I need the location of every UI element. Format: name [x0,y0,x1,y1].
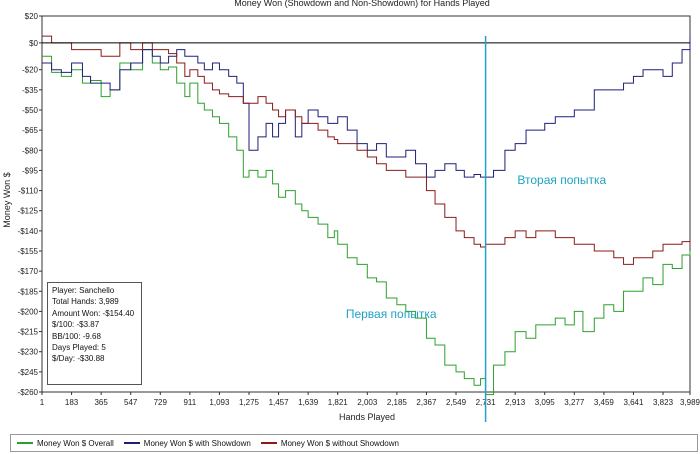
x-tick-label: 1,457 [269,398,290,407]
x-tick-label: 2,549 [446,398,467,407]
legend-label-non-showdown: Money Won $ without Showdown [280,438,399,448]
y-tick-label: -$200 [18,307,39,316]
legend: Money Won $ Overall Money Won $ with Sho… [10,434,698,452]
annotation-label: Вторая попытка [517,173,606,187]
x-axis: 1 183 365 547 729 911 1,093 1,275 1,457 1,639 1,82… [40,392,700,407]
y-tick-label: -$185 [18,287,39,296]
annotations: Вторая попытка Первая попытка [346,173,607,321]
stat-total-hands: Total Hands: 3,989 [52,297,119,307]
x-tick-label: 183 [65,398,79,407]
x-tick-label: 1,093 [209,398,230,407]
stat-bb-100: BB/100: -9.68 [52,331,101,341]
y-tick-label: -$245 [18,368,39,377]
stat-days-played: Days Played: 5 [52,343,106,353]
y-tick-label: -$170 [18,267,39,276]
y-axis: $20 $0 -$20 -$35 -$50 -$65 -$80 -$95 -$110 -$125 -… [18,12,42,397]
x-tick-label: 2,185 [387,398,408,407]
annotation-label: Первая попытка [346,307,437,321]
y-axis-title: Money Won $ [2,172,12,227]
stat-amount-won: Amount Won: -$154.40 [52,308,135,318]
x-tick-label: 3,095 [535,398,556,407]
legend-item-showdown: Money Won $ with Showdown [123,438,251,448]
x-tick-label: 3,641 [623,398,644,407]
chart-title: Money Won (Showdown and Non-Showdown) fo… [234,0,489,8]
y-tick-label: -$50 [22,106,39,115]
legend-item-overall: Money Won $ Overall [17,439,114,448]
series-line-0 [42,49,691,396]
y-tick-label: -$80 [22,146,39,155]
x-tick-label: 2,003 [357,398,378,407]
y-tick-label: -$140 [18,227,39,236]
x-tick-label: 1,821 [328,398,349,407]
legend-swatch-overall [17,442,33,444]
y-tick-label: -$110 [18,187,38,196]
legend-label-overall: Money Won $ Overall [37,438,114,448]
legend-label-showdown: Money Won $ with Showdown [143,438,251,448]
stat-player: Player: Sanchello [52,286,115,295]
y-tick-label: $20 [25,12,39,21]
y-tick-label: -$65 [22,126,39,135]
x-tick-label: 729 [154,398,168,407]
legend-swatch-showdown [123,442,140,444]
y-tick-label: -$35 [22,86,39,95]
x-tick-label: 547 [124,398,138,407]
x-tick-label: 3,459 [594,398,615,407]
x-axis-title: Hands Played [339,412,395,422]
x-tick-label: 1,639 [298,398,319,407]
x-tick-label: 911 [183,398,196,407]
stat-per-day: $/Day: -$30.88 [52,354,105,364]
x-tick-label: 3,823 [653,398,674,407]
series-line-1 [42,36,691,178]
legend-swatch-non-showdown [260,442,277,444]
y-tick-label: -$230 [18,348,39,357]
series-line-2 [42,35,691,265]
legend-item-non-showdown: Money Won $ without Showdown [260,438,399,448]
y-tick-label: -$20 [22,66,39,75]
x-tick-label: 1 [40,398,45,407]
stat-per-100: $/100: -$3.87 [52,320,100,330]
y-tick-label: $0 [29,39,38,48]
x-tick-label: 2,913 [505,398,526,407]
y-tick-label: -$215 [18,328,39,337]
y-tick-label: -$260 [18,388,39,397]
x-tick-label: 3,989 [680,398,700,407]
x-tick-label: 1,275 [239,398,260,407]
x-tick-label: 3,277 [564,398,585,407]
series-lines [42,35,691,396]
x-tick-label: 365 [94,398,108,407]
x-tick-label: 2,367 [416,398,437,407]
y-tick-label: -$95 [22,166,39,175]
y-tick-label: -$155 [18,247,39,256]
player-stats-box: Player: Sanchello Total Hands: 3,989 Amo… [47,282,142,385]
plot-area [41,15,691,393]
y-tick-label: -$125 [18,207,39,216]
